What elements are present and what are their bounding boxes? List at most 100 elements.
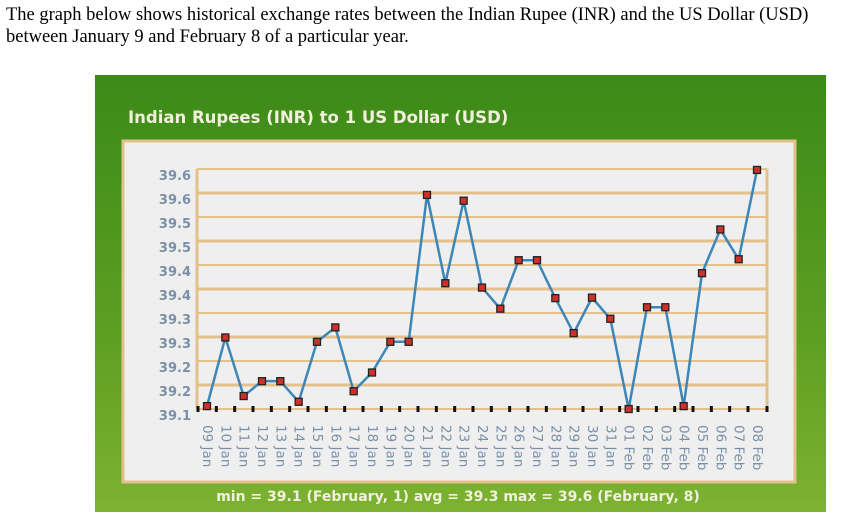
data-point (752, 165, 762, 175)
x-tick-label: 14 Jan (291, 425, 307, 467)
y-tick-label: 39.4 (159, 265, 191, 280)
x-tick-mark (324, 406, 328, 412)
x-tick-label: 11 Jan (236, 425, 252, 467)
chart-footer-stats: min = 39.1 (February, 1) avg = 39.3 max … (216, 489, 700, 505)
x-tick-label: 04 Feb (676, 425, 692, 470)
data-point (679, 401, 688, 411)
x-tick-label: 31 Jan (602, 425, 618, 467)
data-point (349, 387, 358, 396)
data-point (367, 368, 377, 377)
x-tick-mark (398, 406, 402, 412)
x-tick-mark (269, 406, 273, 412)
x-tick-mark (306, 406, 310, 412)
x-tick-mark (434, 406, 438, 412)
data-point (422, 190, 432, 200)
x-tick-label: 09 Jan (199, 425, 215, 467)
x-tick-mark (563, 406, 567, 412)
data-point (606, 314, 615, 323)
data-point (587, 293, 597, 302)
y-tick-label: 39.6 (159, 169, 191, 184)
x-tick-mark (765, 406, 769, 412)
data-point (496, 304, 505, 313)
data-point (404, 337, 413, 346)
x-tick-mark (746, 406, 750, 412)
data-point (477, 283, 487, 292)
x-tick-mark (489, 406, 493, 412)
data-point (551, 293, 560, 303)
y-tick-label: 39.3 (159, 337, 191, 352)
x-tick-label: 15 Jan (309, 425, 325, 467)
x-tick-label: 30 Jan (584, 425, 600, 467)
chart-title: Indian Rupees (INR) to 1 US Dollar (USD) (128, 108, 508, 127)
x-tick-mark (379, 406, 383, 412)
data-point (386, 337, 395, 346)
y-tick-label: 39.3 (159, 313, 191, 328)
y-tick-label: 39.5 (159, 217, 191, 232)
data-point (734, 255, 743, 264)
data-point (532, 256, 542, 265)
x-tick-label: 13 Jan (272, 425, 288, 467)
y-tick-label: 39.2 (159, 385, 191, 400)
x-tick-mark (544, 406, 548, 412)
y-tick-label: 39.1 (159, 409, 191, 424)
x-tick-label: 25 Jan (492, 425, 508, 467)
data-point (331, 323, 340, 332)
data-point (257, 377, 267, 386)
y-tick-label: 39.5 (159, 241, 191, 256)
x-tick-mark (636, 406, 640, 412)
x-tick-label: 18 Jan (364, 425, 380, 467)
x-tick-mark (581, 406, 585, 412)
x-tick-label: 03 Feb (657, 425, 673, 470)
x-tick-label: 28 Jan (547, 425, 563, 467)
x-tick-label: 24 Jan (474, 425, 490, 467)
x-tick-label: 05 Feb (694, 425, 710, 470)
x-tick-label: 02 Feb (639, 425, 655, 470)
x-tick-mark (526, 406, 530, 412)
x-tick-mark (599, 406, 603, 412)
x-tick-mark (288, 406, 292, 412)
x-tick-mark (471, 406, 475, 412)
intro-text: The graph below shows historical exchang… (6, 5, 809, 47)
y-tick-label: 39.2 (159, 361, 191, 376)
y-tick-label: 39.6 (159, 193, 191, 208)
data-point (642, 303, 652, 312)
x-tick-label: 07 Feb (731, 425, 747, 470)
data-point (624, 404, 633, 414)
data-point (276, 377, 285, 386)
data-point (459, 196, 468, 205)
data-point (697, 269, 707, 278)
x-tick-label: 01 Feb (621, 425, 637, 470)
x-tick-label: 27 Jan (529, 425, 545, 467)
x-tick-mark (673, 406, 677, 412)
x-tick-label: 21 Jan (419, 425, 435, 467)
x-tick-label: 16 Jan (327, 425, 343, 467)
data-point (294, 397, 303, 406)
y-tick-label: 39.4 (159, 289, 191, 304)
x-tick-label: 20 Jan (401, 425, 417, 467)
x-tick-mark (709, 406, 713, 412)
x-tick-mark (691, 406, 695, 412)
x-tick-mark (618, 406, 622, 412)
x-tick-mark (728, 406, 732, 412)
data-point (716, 225, 725, 234)
x-tick-label: 22 Jan (437, 425, 453, 467)
x-tick-mark (654, 406, 658, 412)
x-tick-label: 06 Feb (712, 425, 728, 470)
data-point (514, 256, 523, 265)
x-tick-mark (343, 406, 347, 412)
data-point (661, 303, 670, 312)
x-tick-label: 19 Jan (382, 425, 398, 467)
x-tick-mark (508, 406, 512, 412)
x-tick-label: 26 Jan (511, 425, 527, 467)
x-tick-label: 17 Jan (346, 425, 362, 467)
x-tick-label: 12 Jan (254, 425, 270, 467)
plot-area (121, 139, 797, 484)
data-point (202, 401, 212, 411)
x-tick-label: 29 Jan (566, 425, 582, 467)
data-point (239, 391, 248, 401)
data-point (569, 329, 578, 338)
x-tick-label: 08 Feb (749, 425, 765, 470)
x-tick-label: 23 Jan (456, 425, 472, 467)
x-tick-mark (251, 406, 255, 412)
